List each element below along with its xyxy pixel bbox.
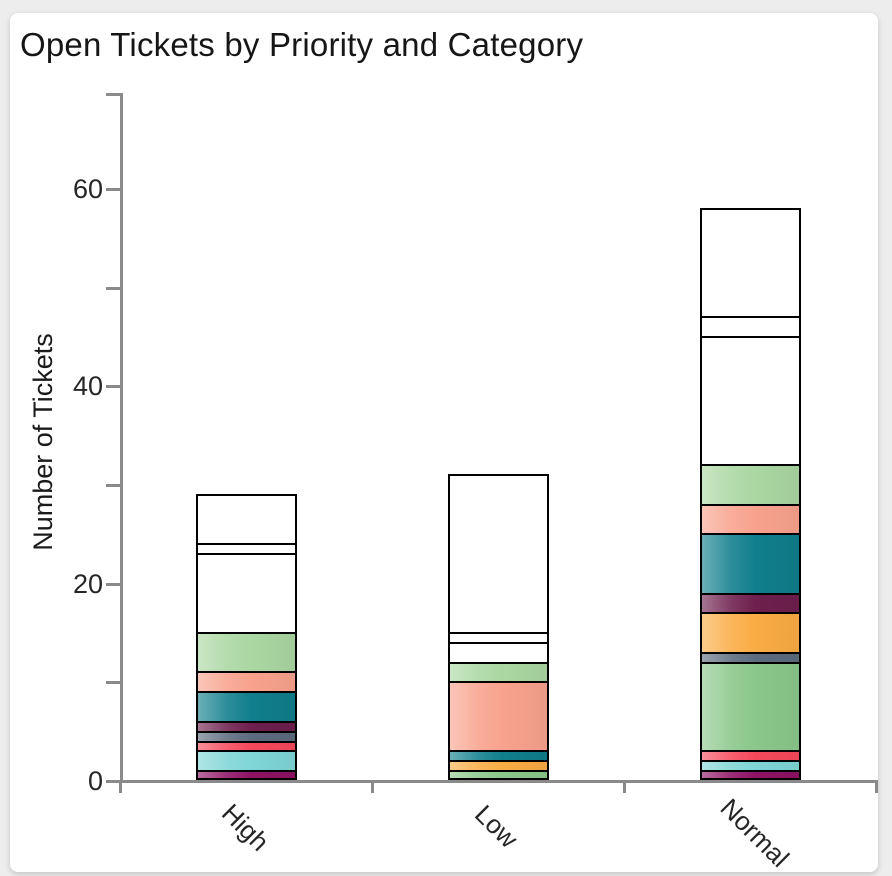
y-axis-major-tick: [106, 583, 120, 586]
bar-segment-high-slate-gray[interactable]: [196, 731, 297, 741]
y-axis-title: Number of Tickets: [28, 333, 58, 551]
bar-segment-normal-white[interactable]: [700, 208, 801, 316]
bar-segment-low-medium-green[interactable]: [448, 770, 549, 780]
y-tick-label: 20: [72, 569, 103, 599]
bar-segment-high-red[interactable]: [196, 741, 297, 750]
bar-segment-low-white[interactable]: [448, 474, 549, 632]
bar-segment-high-light-cyan[interactable]: [196, 750, 297, 770]
bar-segment-normal-white[interactable]: [700, 336, 801, 464]
bar-segment-high-light-green[interactable]: [196, 632, 297, 671]
bar-segment-normal-red[interactable]: [700, 750, 801, 760]
x-axis-tick: [119, 780, 122, 793]
x-axis-tick: [371, 780, 374, 793]
x-axis-tick: [875, 780, 878, 793]
bar-segment-low-salmon[interactable]: [448, 681, 549, 750]
bar-segment-low-orange[interactable]: [448, 760, 549, 770]
y-axis-cap-tick: [106, 93, 120, 96]
bar-segment-high-white[interactable]: [196, 494, 297, 543]
bar-segment-normal-white[interactable]: [700, 316, 801, 336]
bar-segment-normal-light-green[interactable]: [700, 464, 801, 504]
bar-segment-low-white[interactable]: [448, 642, 549, 662]
y-axis-line: [120, 93, 123, 783]
bar-segment-normal-orange[interactable]: [700, 612, 801, 652]
bar-segment-low-teal[interactable]: [448, 750, 549, 760]
y-tick-label: 40: [72, 371, 103, 401]
bar-segment-high-dark-maroon[interactable]: [196, 721, 297, 731]
bar-segment-high-salmon[interactable]: [196, 671, 297, 691]
bar-segment-normal-dark-magenta[interactable]: [700, 770, 801, 780]
bar-segment-low-white[interactable]: [448, 632, 549, 642]
y-axis-minor-tick: [106, 287, 120, 290]
x-tick-label-high: High: [216, 797, 276, 857]
chart-card: Open Tickets by Priority and Category Nu…: [10, 13, 878, 873]
bar-segment-normal-slate-gray[interactable]: [700, 652, 801, 662]
bar-segment-normal-medium-green[interactable]: [700, 662, 801, 750]
bar-segment-high-teal[interactable]: [196, 691, 297, 721]
chart-title: Open Tickets by Priority and Category: [20, 26, 584, 63]
bar-segment-high-white[interactable]: [196, 543, 297, 553]
y-axis-minor-tick: [106, 484, 120, 487]
y-axis-major-tick: [106, 385, 120, 388]
x-axis-line: [119, 780, 877, 783]
bar-segment-normal-salmon[interactable]: [700, 504, 801, 533]
x-tick-label-low: Low: [469, 798, 525, 854]
y-axis-major-tick: [106, 780, 120, 783]
x-axis-tick: [623, 780, 626, 793]
y-tick-label: 0: [87, 766, 103, 796]
bar-segment-normal-teal[interactable]: [700, 533, 801, 593]
bar-segment-high-white[interactable]: [196, 553, 297, 632]
bar-segment-normal-light-cyan[interactable]: [700, 760, 801, 770]
bar-segment-low-light-green[interactable]: [448, 662, 549, 681]
bar-segment-high-dark-magenta[interactable]: [196, 770, 297, 780]
x-tick-label-normal: Normal: [714, 792, 796, 873]
bar-segment-normal-dark-maroon[interactable]: [700, 593, 801, 612]
y-axis-minor-tick: [106, 681, 120, 684]
y-axis-major-tick: [106, 188, 120, 191]
y-tick-label: 60: [72, 174, 103, 204]
